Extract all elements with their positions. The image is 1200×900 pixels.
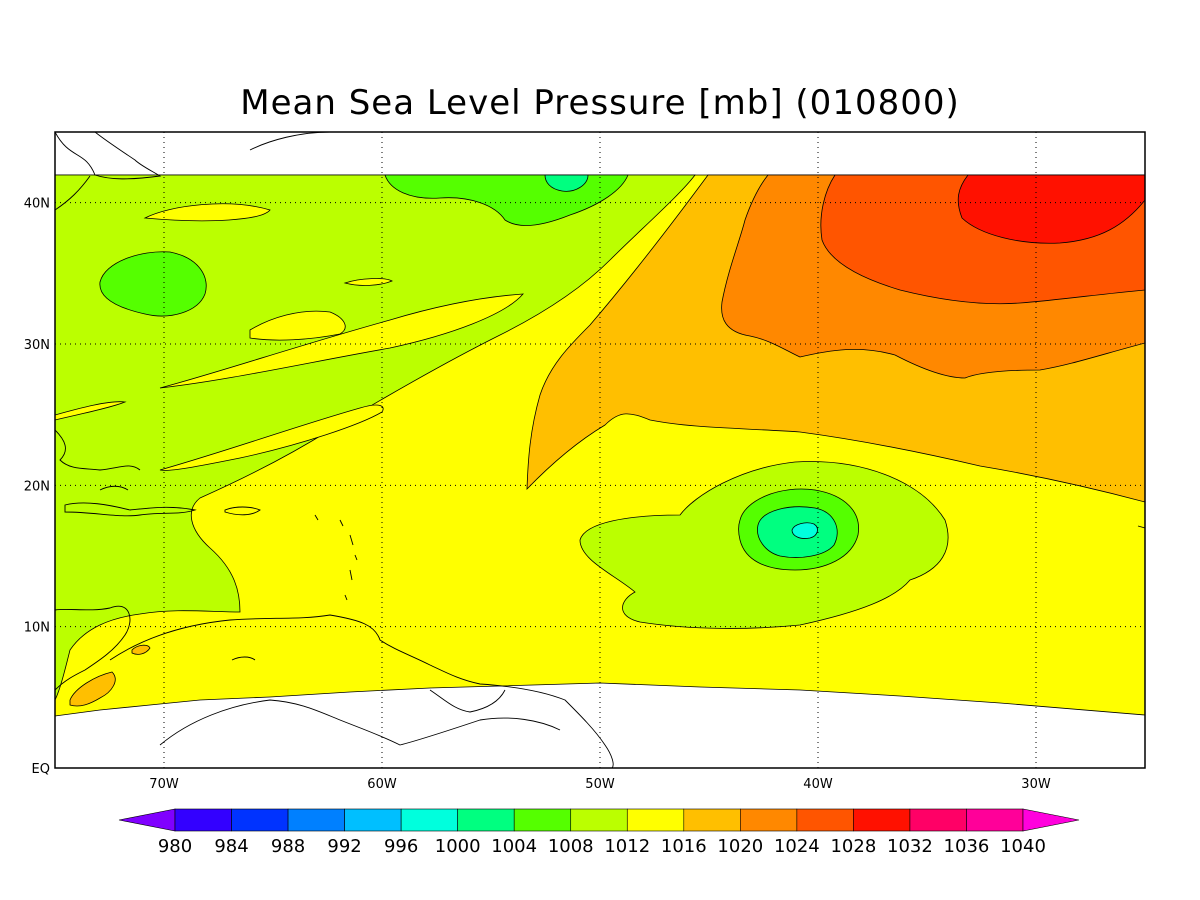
coastlines <box>55 132 1145 768</box>
colorbar-label: 1036 <box>944 836 990 857</box>
colorbar-label: 1040 <box>1000 836 1046 857</box>
level-1004-region-west-low <box>99 251 207 317</box>
colorbar-label: 1016 <box>661 836 707 857</box>
level-1016-patch-small <box>131 644 151 655</box>
x-tick-label: 30W <box>1021 777 1051 792</box>
colorbar-label: 984 <box>214 836 248 857</box>
colorbar-swatch <box>174 808 232 832</box>
map-plot-area <box>55 132 1145 768</box>
plot-frame <box>54 131 1146 769</box>
level-1012-tongue-1 <box>159 293 524 389</box>
level-1016-patch-southwest <box>69 671 116 707</box>
colorbar-swatch <box>909 808 967 832</box>
colorbar-swatch <box>626 808 685 832</box>
colorbar-label: 1012 <box>604 836 650 857</box>
level-1012-patch-5 <box>143 203 271 222</box>
colorbar-label: 996 <box>384 836 418 857</box>
colorbar-label: 1032 <box>887 836 933 857</box>
colorbar-swatch <box>966 808 1024 832</box>
x-tick-label: 60W <box>367 777 397 792</box>
y-tick-label: 20N <box>24 479 50 494</box>
colorbar: 980 984 988 992 996 1000 1004 1008 1012 1016 1020 1… <box>118 808 1080 857</box>
level-996-region-center <box>791 522 818 539</box>
colorbar-label: 1020 <box>717 836 763 857</box>
map-title: Mean Sea Level Pressure [mb] (010800) <box>240 83 960 123</box>
y-tick-label: 10N <box>24 621 50 636</box>
colorbar-swatch <box>796 808 854 832</box>
level-1028-region <box>957 174 1145 244</box>
colorbar-label: 1028 <box>830 836 876 857</box>
colorbar-under-arrow <box>118 808 176 832</box>
level-1000-region-north <box>544 174 589 192</box>
colorbar-swatch <box>231 808 289 832</box>
colorbar-label: 1024 <box>774 836 820 857</box>
level-1012-patch-6 <box>343 278 393 286</box>
graticule <box>55 132 1145 768</box>
colorbar-label: 988 <box>271 836 305 857</box>
colorbar-swatch <box>740 808 798 832</box>
x-tick-label: 70W <box>149 777 179 792</box>
colorbar-over-arrow <box>1022 808 1080 832</box>
level-1012-tongue-3 <box>249 310 346 341</box>
level-1012-tongue-4 <box>55 401 127 421</box>
colorbar-swatch <box>344 808 402 832</box>
y-tick-label: 40N <box>24 197 50 212</box>
colorbar-swatch <box>457 808 515 832</box>
y-tick-label: EQ <box>32 762 50 777</box>
colorbar-label: 1008 <box>548 836 594 857</box>
y-tick-label: 30N <box>24 338 50 353</box>
level-1008-region-west <box>55 174 696 701</box>
colorbar-swatch <box>513 808 572 832</box>
colorbar-label: 1004 <box>491 836 537 857</box>
colorbar-swatch <box>400 808 458 832</box>
colorbar-swatch <box>683 808 741 832</box>
x-tick-label: 50W <box>585 777 615 792</box>
x-tick-label: 40W <box>803 777 833 792</box>
x-axis-ticks: 70W 60W 50W 40W 30W <box>149 777 1051 792</box>
colorbar-swatch <box>287 808 345 832</box>
colorbar-label: 1000 <box>435 836 481 857</box>
colorbar-label: 992 <box>327 836 361 857</box>
y-axis-ticks: EQ 10N 20N 30N 40N <box>24 197 50 777</box>
colorbar-label: 980 <box>158 836 192 857</box>
colorbar-swatch <box>570 808 628 832</box>
colorbar-swatch <box>853 808 911 832</box>
